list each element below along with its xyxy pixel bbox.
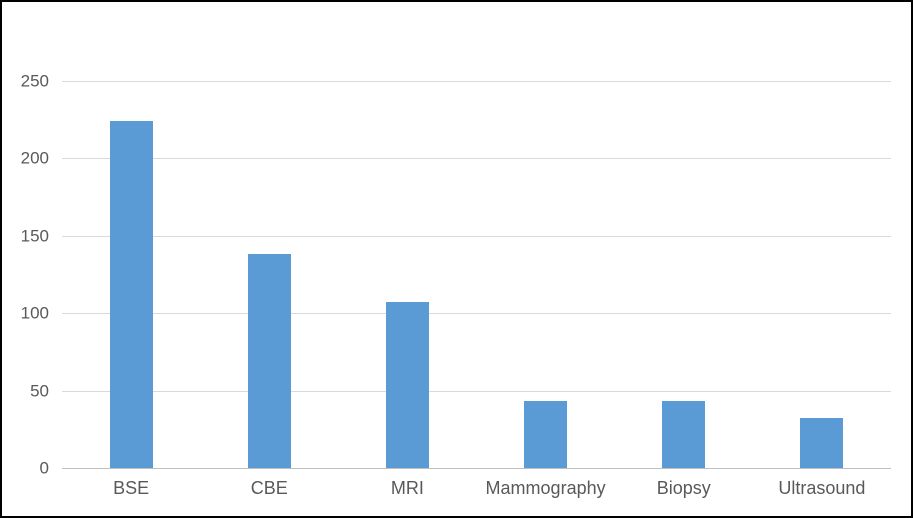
gridline-200: [62, 158, 891, 160]
plot-area: [62, 81, 891, 469]
x-category-label-mri: MRI: [390, 478, 424, 498]
bar-bse: [109, 121, 153, 468]
y-tick-label-0: 0: [39, 458, 49, 478]
x-category-label-ultrasound: Ultrasound: [778, 478, 866, 498]
y-tick-label-100: 100: [20, 303, 49, 323]
x-category-label-mammography: Mammography: [485, 478, 606, 498]
x-axis-line: [62, 468, 891, 469]
bar-mri: [385, 302, 429, 468]
gridline-250: [62, 81, 891, 82]
gridline-150: [62, 235, 891, 237]
bar-ultrasound: [800, 418, 844, 468]
bar-cbe: [247, 254, 291, 468]
y-tick-label-150: 150: [20, 226, 49, 246]
x-category-label-cbe: CBE: [250, 478, 288, 498]
gridline-50: [62, 390, 891, 392]
y-tick-label-250: 250: [20, 71, 49, 91]
x-category-label-biopsy: Biopsy: [656, 478, 711, 498]
x-category-label-bse: BSE: [113, 478, 150, 498]
gridline-100: [62, 313, 891, 315]
y-tick-label-200: 200: [20, 148, 49, 168]
bar-biopsy: [662, 401, 706, 468]
y-tick-label-50: 50: [30, 381, 49, 401]
bar-mammography: [524, 401, 568, 468]
